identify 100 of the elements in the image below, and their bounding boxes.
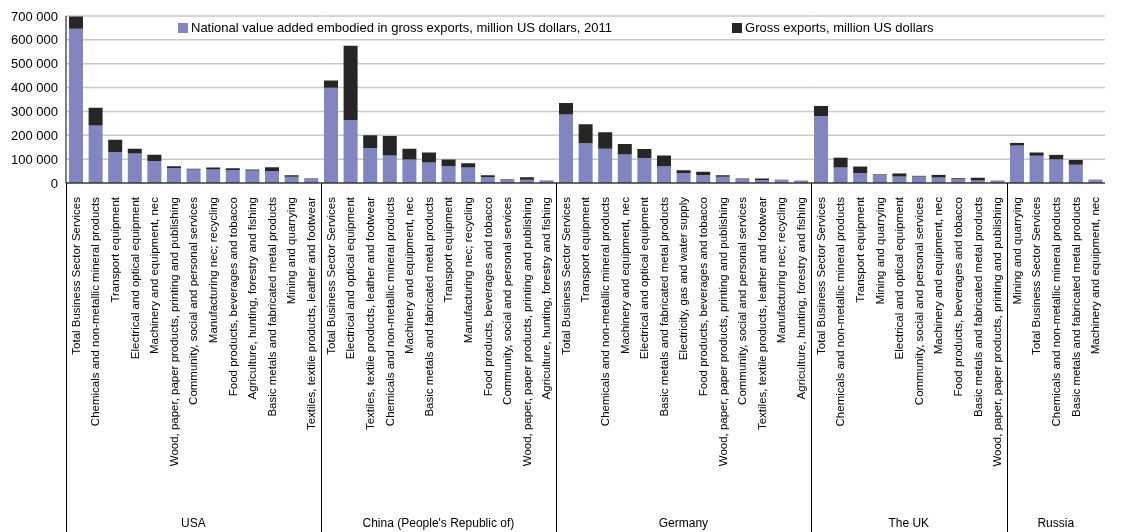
bar — [402, 159, 417, 183]
x-tick-label: Total Business Sector Services — [1030, 196, 1043, 355]
bar — [1029, 152, 1044, 156]
x-tick-label: Basic metals and fabricated metal products — [971, 196, 984, 417]
bar — [617, 143, 632, 155]
x-tick-label: Chemicals and non-metallic mineral products — [834, 196, 847, 427]
x-tick-label: Manufacturing nec; recycling — [775, 197, 788, 344]
bar — [186, 169, 201, 183]
bar — [813, 105, 828, 117]
x-tick-label: Transport equipment — [579, 196, 592, 303]
x-tick-label: Electrical and optical equipment — [892, 196, 905, 360]
bar — [833, 167, 848, 183]
x-tick-label: Machinery and equipment, nec — [148, 196, 161, 355]
x-tick-label: Electrical and optical equipment — [344, 196, 357, 360]
x-tick-label: Wood, paper, paper products, printing and publishing — [167, 197, 180, 467]
bar — [127, 153, 142, 183]
bar — [656, 166, 671, 183]
bar — [69, 16, 83, 29]
x-axis-title: Russia — [1036, 516, 1076, 530]
x-tick-label: Transport equipment — [442, 196, 455, 303]
x-tick-label: Food products, beverages and tobacco — [226, 197, 239, 397]
x-tick-label: Agriculture, hunting, forestry and fishing — [246, 197, 259, 400]
x-axis-title: USA — [180, 516, 207, 530]
x-tick-label: Community, social and personal services — [500, 196, 513, 405]
bar — [852, 166, 867, 173]
x-tick-label: Chemicals and non-metallic mineral products — [383, 196, 396, 427]
x-tick-label: Basic metals and fabricated metal products — [265, 196, 278, 417]
bar — [460, 163, 475, 168]
bar — [637, 157, 652, 183]
bar — [108, 152, 123, 183]
bar — [225, 169, 240, 183]
bar — [441, 159, 456, 167]
x-tick-label: Machinery and equipment, nec — [932, 196, 945, 355]
bar — [676, 170, 691, 173]
bar — [1029, 155, 1044, 183]
bar — [343, 45, 358, 121]
bar — [1009, 142, 1024, 146]
bar — [637, 149, 652, 158]
y-tick-label: 500 000 — [11, 56, 58, 72]
y-tick-label: 300 000 — [11, 104, 58, 120]
bar — [480, 175, 495, 178]
bar — [421, 152, 436, 163]
bar — [1068, 164, 1083, 183]
x-tick-label: Electrical and optical equipment — [638, 196, 651, 360]
x-tick-label: Chemicals and non-metallic mineral products — [598, 196, 611, 427]
bar — [88, 125, 103, 183]
bar — [931, 174, 946, 178]
x-tick-label: Machinery and equipment, nec — [402, 196, 415, 355]
bar — [617, 154, 632, 183]
bar — [362, 147, 377, 183]
bar — [1048, 159, 1063, 183]
y-tick-label: 700 000 — [11, 8, 58, 24]
bar — [323, 80, 338, 88]
x-tick-label: Community, social and personal services — [736, 196, 749, 405]
bar — [88, 107, 103, 126]
bar — [696, 171, 711, 175]
bar — [147, 161, 162, 183]
x-tick-label: Wood, paper, paper products, printing and publishing — [990, 197, 1003, 467]
bar — [441, 166, 456, 183]
x-tick-label: Agriculture, hunting, forestry and fishing — [794, 197, 807, 400]
x-tick-label: Food products, beverages and tobacco — [696, 197, 709, 397]
x-tick-label: Wood, paper, paper products, printing and publishing — [520, 197, 533, 467]
legend-label: National value added embodied in gross exports, million US dollars, 2011 — [191, 20, 613, 35]
x-tick-label: Mining and quarrying — [285, 197, 298, 305]
bar — [343, 120, 358, 183]
x-tick-label: Food products, beverages and tobacco — [951, 197, 964, 397]
y-tick-label: 200 000 — [11, 127, 58, 143]
bar — [265, 167, 279, 172]
x-tick-label: Machinery and equipment, nec — [1088, 196, 1101, 355]
x-tick-label: Total Business Sector Services — [69, 196, 82, 355]
x-tick-label: Basic metals and fabricated metal products — [657, 196, 670, 417]
bar — [1068, 160, 1083, 165]
x-tick-label: Wood, paper, paper products, printing and publishing — [716, 197, 729, 467]
x-tick-label: Textiles, textile products, leather and footwear — [755, 196, 768, 431]
x-tick-label: Total Business Sector Services — [559, 196, 572, 355]
bar — [598, 132, 613, 149]
x-tick-label: Agriculture, hunting, forestry and fishing — [540, 197, 553, 400]
x-tick-label: Total Business Sector Services — [814, 196, 827, 355]
bar — [265, 171, 279, 183]
bar — [147, 154, 162, 162]
bar — [382, 155, 397, 183]
y-tick-label: 600 000 — [11, 32, 58, 48]
x-tick-label: Chemicals and non-metallic mineral products — [1049, 196, 1062, 427]
x-tick-label: Mining and quarrying — [873, 197, 886, 305]
bar — [833, 157, 848, 168]
x-tick-label: Community, social and personal services — [187, 196, 200, 405]
bar — [656, 155, 671, 167]
bar — [892, 173, 907, 177]
x-axis-title: China (People's Republic of) — [361, 516, 516, 530]
x-tick-label: Community, social and personal services — [912, 196, 925, 406]
bar — [402, 148, 417, 160]
y-tick-label: 100 000 — [11, 151, 58, 167]
y-tick-label: 0 — [50, 175, 58, 191]
x-tick-label: Basic metals and fabricated metal products — [422, 196, 435, 417]
x-tick-label: Machinery and equipment, nec — [618, 196, 631, 355]
x-tick-label: Manufacturing nec; recycling — [461, 197, 474, 344]
bar — [852, 172, 867, 183]
x-tick-label: Chemicals and non-metallic mineral products — [89, 196, 102, 427]
x-tick-label: Mining and quarrying — [1010, 197, 1023, 305]
x-tick-label: Total Business Sector Services — [324, 196, 337, 355]
